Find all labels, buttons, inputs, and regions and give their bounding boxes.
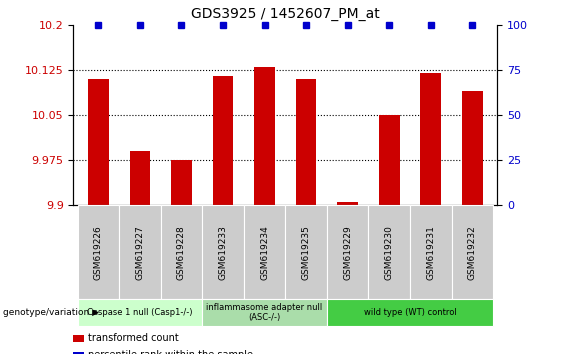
Bar: [254, 67, 275, 205]
Text: transformed count: transformed count: [88, 333, 179, 343]
Bar: [295, 79, 316, 205]
Text: GSM619233: GSM619233: [219, 225, 228, 280]
Text: GSM619229: GSM619229: [343, 225, 352, 280]
Bar: [129, 151, 150, 205]
Title: GDS3925 / 1452607_PM_at: GDS3925 / 1452607_PM_at: [191, 7, 380, 21]
Text: percentile rank within the sample: percentile rank within the sample: [88, 350, 253, 354]
Bar: [462, 91, 483, 205]
Text: inflammasome adapter null
(ASC-/-): inflammasome adapter null (ASC-/-): [206, 303, 323, 322]
Bar: [212, 76, 233, 205]
Text: GSM619226: GSM619226: [94, 225, 103, 280]
Bar: [88, 79, 108, 205]
Text: wild type (WT) control: wild type (WT) control: [364, 308, 457, 317]
Text: GSM619234: GSM619234: [260, 225, 269, 280]
Text: GSM619227: GSM619227: [136, 225, 145, 280]
Bar: [379, 115, 399, 205]
Text: GSM619232: GSM619232: [468, 225, 477, 280]
Text: GSM619228: GSM619228: [177, 225, 186, 280]
Bar: [337, 202, 358, 205]
Text: Caspase 1 null (Casp1-/-): Caspase 1 null (Casp1-/-): [87, 308, 193, 317]
Bar: [171, 160, 192, 205]
Text: GSM619231: GSM619231: [426, 225, 435, 280]
Text: GSM619230: GSM619230: [385, 225, 394, 280]
Text: genotype/variation ▶: genotype/variation ▶: [3, 308, 99, 317]
Text: GSM619235: GSM619235: [302, 225, 311, 280]
Bar: [420, 73, 441, 205]
